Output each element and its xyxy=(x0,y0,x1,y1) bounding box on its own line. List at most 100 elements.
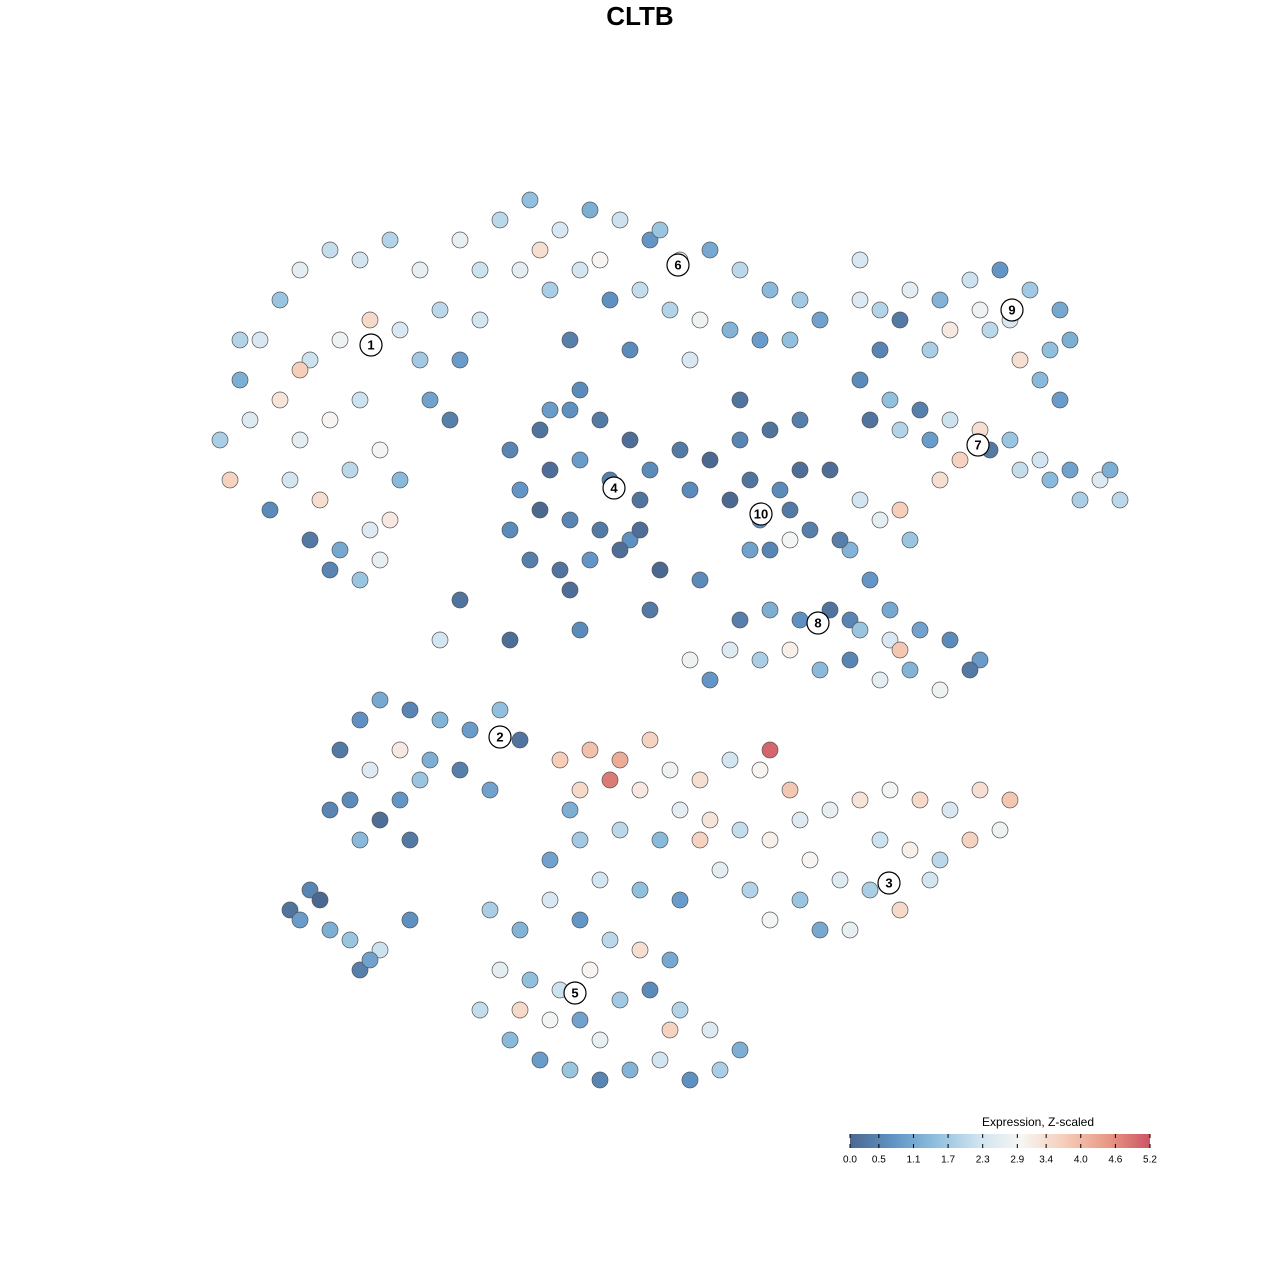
point xyxy=(681,481,699,499)
point xyxy=(581,741,599,759)
point xyxy=(561,1061,579,1079)
point xyxy=(591,251,609,269)
point xyxy=(291,261,309,279)
point xyxy=(781,331,799,349)
point xyxy=(541,281,559,299)
point xyxy=(901,661,919,679)
point xyxy=(581,201,599,219)
point xyxy=(301,531,319,549)
point xyxy=(611,541,629,559)
point xyxy=(551,561,569,579)
point xyxy=(911,401,929,419)
point xyxy=(851,291,869,309)
point xyxy=(371,551,389,569)
point xyxy=(361,761,379,779)
point xyxy=(351,961,369,979)
point xyxy=(561,511,579,529)
cluster-marker xyxy=(1000,298,1024,322)
point xyxy=(311,491,329,509)
point xyxy=(351,711,369,729)
cluster-label: 6 xyxy=(674,257,681,272)
point xyxy=(891,901,909,919)
point xyxy=(741,471,759,489)
point xyxy=(611,751,629,769)
point xyxy=(231,331,249,349)
colorbar-tick-label: 5.2 xyxy=(1143,1155,1157,1166)
point xyxy=(861,571,879,589)
point xyxy=(781,781,799,799)
point xyxy=(341,931,359,949)
point xyxy=(531,501,549,519)
point xyxy=(761,601,779,619)
cluster-label: 9 xyxy=(1008,302,1015,317)
cluster-marker xyxy=(488,725,512,749)
point xyxy=(381,231,399,249)
point xyxy=(761,831,779,849)
point xyxy=(871,341,889,359)
point xyxy=(411,351,429,369)
point xyxy=(371,941,389,959)
colorbar-tick-label: 1.7 xyxy=(941,1155,955,1166)
point xyxy=(571,831,589,849)
point xyxy=(281,471,299,489)
point xyxy=(991,821,1009,839)
point xyxy=(851,251,869,269)
colorbar-tick-label: 0.0 xyxy=(843,1155,857,1166)
point xyxy=(761,421,779,439)
point xyxy=(641,731,659,749)
point xyxy=(871,671,889,689)
point xyxy=(721,321,739,339)
point xyxy=(411,771,429,789)
point xyxy=(431,301,449,319)
point xyxy=(331,741,349,759)
point xyxy=(321,241,339,259)
point xyxy=(991,261,1009,279)
point xyxy=(721,641,739,659)
point xyxy=(491,211,509,229)
point xyxy=(561,801,579,819)
point xyxy=(781,641,799,659)
point xyxy=(531,241,549,259)
colorbar xyxy=(850,1134,1150,1148)
point xyxy=(501,441,519,459)
point xyxy=(571,781,589,799)
point xyxy=(701,241,719,259)
point xyxy=(341,791,359,809)
point xyxy=(901,281,919,299)
chart-title: CLTB xyxy=(606,1,673,31)
point xyxy=(1111,491,1129,509)
point xyxy=(451,351,469,369)
point xyxy=(791,891,809,909)
point xyxy=(541,1011,559,1029)
point xyxy=(851,791,869,809)
point xyxy=(211,431,229,449)
point xyxy=(921,431,939,449)
cluster-label: 10 xyxy=(754,506,768,521)
point xyxy=(351,391,369,409)
point xyxy=(681,651,699,669)
point xyxy=(501,1031,519,1049)
colorbar-tick-label: 4.6 xyxy=(1108,1155,1122,1166)
point xyxy=(651,221,669,239)
point xyxy=(931,471,949,489)
point xyxy=(751,651,769,669)
point xyxy=(471,311,489,329)
point xyxy=(851,371,869,389)
point xyxy=(351,831,369,849)
point xyxy=(561,581,579,599)
point xyxy=(401,701,419,719)
point xyxy=(891,311,909,329)
point xyxy=(481,901,499,919)
colorbar-tick-label: 0.5 xyxy=(872,1155,886,1166)
point xyxy=(591,871,609,889)
colorbar-label: Expression, Z-scaled xyxy=(982,1115,1094,1129)
point xyxy=(731,821,749,839)
colorbar-tick-label: 2.9 xyxy=(1010,1155,1024,1166)
point xyxy=(1061,461,1079,479)
point xyxy=(671,891,689,909)
point xyxy=(541,851,559,869)
point xyxy=(851,621,869,639)
point xyxy=(951,451,969,469)
point xyxy=(301,881,319,899)
point xyxy=(371,691,389,709)
